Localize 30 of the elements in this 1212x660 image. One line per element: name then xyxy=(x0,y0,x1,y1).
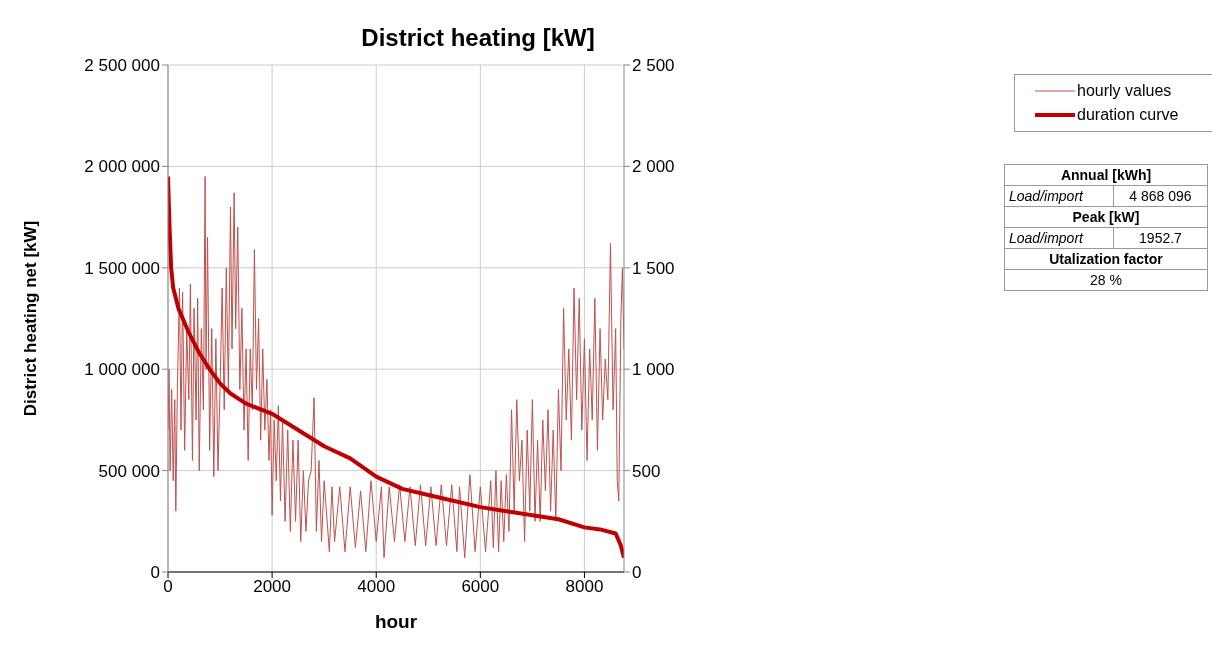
text: Peak [kW] xyxy=(1004,206,1208,228)
y2-tick-label: 1 000 xyxy=(632,360,675,380)
text: Load/import xyxy=(1004,227,1114,249)
x-tick-label: 2000 xyxy=(253,577,292,597)
y2-tick-label: 2 000 xyxy=(632,157,675,177)
y-tick-label: 2 000 000 xyxy=(84,157,160,177)
text: Utalization factor xyxy=(1004,248,1208,270)
y2-tick-label: 0 xyxy=(632,563,642,583)
text: Annual [kWh] xyxy=(1004,164,1208,186)
y2-tick-label: 2 500 xyxy=(632,56,675,76)
y2-tick-label: 1 500 xyxy=(632,258,675,278)
y-tick-label: 1 000 000 xyxy=(84,360,160,380)
x-tick-label: 6000 xyxy=(461,577,500,597)
legend-label: hourly values xyxy=(1077,81,1172,101)
y-tick-label: 0 xyxy=(150,563,160,583)
text: 1952.7 xyxy=(1113,227,1208,249)
y2-tick-label: 500 xyxy=(632,461,661,481)
chart-title: District heating [kW] xyxy=(360,24,596,52)
x-tick-label: 8000 xyxy=(565,577,604,597)
y-tick-label: 2 500 000 xyxy=(84,56,160,76)
x-tick-label: 4000 xyxy=(357,577,396,597)
text: 4 868 096 xyxy=(1113,185,1208,207)
x-axis-title: hour xyxy=(374,611,418,632)
y-axis-title: District heating net [kW] xyxy=(21,220,41,417)
y-tick-label: 500 000 xyxy=(98,461,160,481)
y-tick-label: 1 500 000 xyxy=(84,258,160,278)
x-tick-label: 0 xyxy=(163,577,173,597)
text: Load/import xyxy=(1004,185,1114,207)
legend-label: duration curve xyxy=(1077,105,1179,125)
text: 28 % xyxy=(1004,269,1208,291)
